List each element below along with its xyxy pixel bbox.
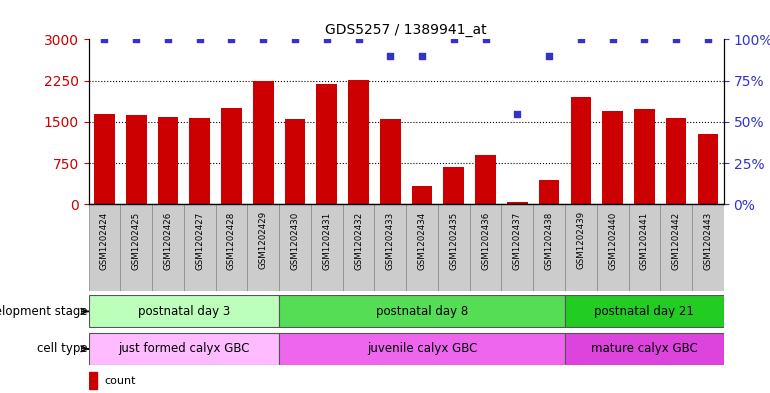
Bar <box>571 97 591 204</box>
Text: GSM1202440: GSM1202440 <box>608 211 617 270</box>
Text: cell type: cell type <box>37 342 88 355</box>
Bar <box>597 204 628 291</box>
Text: GSM1202424: GSM1202424 <box>100 211 109 270</box>
Bar <box>221 108 242 204</box>
Bar <box>89 296 279 327</box>
Bar <box>602 111 623 204</box>
Bar <box>407 204 438 291</box>
Point <box>511 110 524 117</box>
Text: GSM1202425: GSM1202425 <box>132 211 141 270</box>
Bar <box>348 80 369 204</box>
Bar <box>247 204 279 291</box>
Point <box>701 36 714 42</box>
Bar <box>311 204 343 291</box>
Bar <box>475 155 496 204</box>
Bar <box>126 115 146 204</box>
Bar <box>189 118 210 204</box>
Point <box>257 36 270 42</box>
Text: postnatal day 3: postnatal day 3 <box>138 305 230 318</box>
Text: GSM1202431: GSM1202431 <box>323 211 331 270</box>
Text: GSM1202443: GSM1202443 <box>704 211 712 270</box>
Point <box>193 36 206 42</box>
Point <box>607 36 619 42</box>
Text: GSM1202429: GSM1202429 <box>259 211 268 270</box>
Point <box>480 36 492 42</box>
Text: GSM1202434: GSM1202434 <box>417 211 427 270</box>
Bar <box>120 204 152 291</box>
Point <box>543 53 555 59</box>
Bar <box>470 204 501 291</box>
Bar <box>279 204 311 291</box>
Bar <box>660 204 692 291</box>
Bar <box>285 119 306 204</box>
Text: count: count <box>105 376 136 386</box>
Text: just formed calyx GBC: just formed calyx GBC <box>118 342 249 355</box>
Point <box>130 36 142 42</box>
Text: development stage: development stage <box>0 305 88 318</box>
Bar <box>501 204 534 291</box>
Bar <box>666 118 687 204</box>
Bar <box>279 296 565 327</box>
Bar <box>565 204 597 291</box>
Bar <box>692 204 724 291</box>
Text: GSM1202430: GSM1202430 <box>290 211 300 270</box>
Point <box>320 36 333 42</box>
Text: GSM1202426: GSM1202426 <box>163 211 172 270</box>
Text: GSM1202427: GSM1202427 <box>196 211 204 270</box>
Point <box>670 36 682 42</box>
Bar <box>380 119 400 204</box>
Bar <box>158 118 179 204</box>
Text: GSM1202439: GSM1202439 <box>577 211 585 270</box>
Point <box>638 36 651 42</box>
Point <box>226 36 238 42</box>
Bar <box>533 204 565 291</box>
Point <box>416 53 428 59</box>
Text: postnatal day 8: postnatal day 8 <box>376 305 468 318</box>
Bar <box>444 167 464 204</box>
Title: GDS5257 / 1389941_at: GDS5257 / 1389941_at <box>326 23 487 37</box>
Bar <box>253 81 273 204</box>
Bar <box>316 84 337 204</box>
Bar <box>374 204 407 291</box>
Text: GSM1202428: GSM1202428 <box>227 211 236 270</box>
Bar <box>539 180 560 204</box>
Text: mature calyx GBC: mature calyx GBC <box>591 342 698 355</box>
Bar <box>628 204 661 291</box>
Bar <box>634 109 654 204</box>
Bar <box>279 333 565 365</box>
Text: GSM1202435: GSM1202435 <box>450 211 458 270</box>
Point <box>574 36 587 42</box>
Bar <box>438 204 470 291</box>
Text: GSM1202437: GSM1202437 <box>513 211 522 270</box>
Point <box>162 36 174 42</box>
Bar <box>89 372 98 389</box>
Text: GSM1202441: GSM1202441 <box>640 211 649 270</box>
Point <box>447 36 460 42</box>
Text: postnatal day 21: postnatal day 21 <box>594 305 695 318</box>
Bar <box>412 185 433 204</box>
Text: GSM1202433: GSM1202433 <box>386 211 395 270</box>
Text: juvenile calyx GBC: juvenile calyx GBC <box>367 342 477 355</box>
Text: GSM1202438: GSM1202438 <box>544 211 554 270</box>
Point <box>353 36 365 42</box>
Bar <box>216 204 247 291</box>
Text: GSM1202436: GSM1202436 <box>481 211 490 270</box>
Text: GSM1202442: GSM1202442 <box>671 211 681 270</box>
Bar <box>94 114 115 204</box>
Bar <box>565 296 724 327</box>
Bar <box>89 333 279 365</box>
Bar <box>184 204 216 291</box>
Bar <box>89 204 120 291</box>
Bar <box>698 134 718 204</box>
Point <box>99 36 111 42</box>
Bar <box>152 204 184 291</box>
Bar <box>507 202 527 204</box>
Bar <box>343 204 374 291</box>
Bar <box>565 333 724 365</box>
Text: GSM1202432: GSM1202432 <box>354 211 363 270</box>
Point <box>289 36 301 42</box>
Point <box>384 53 397 59</box>
